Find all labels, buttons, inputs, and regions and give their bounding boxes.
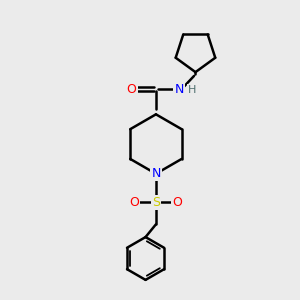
Text: H: H (188, 85, 197, 95)
Text: N: N (151, 167, 160, 180)
Text: O: O (127, 82, 136, 96)
Text: N: N (174, 82, 184, 96)
Text: O: O (130, 196, 140, 208)
Text: S: S (152, 196, 160, 208)
Text: O: O (172, 196, 182, 208)
